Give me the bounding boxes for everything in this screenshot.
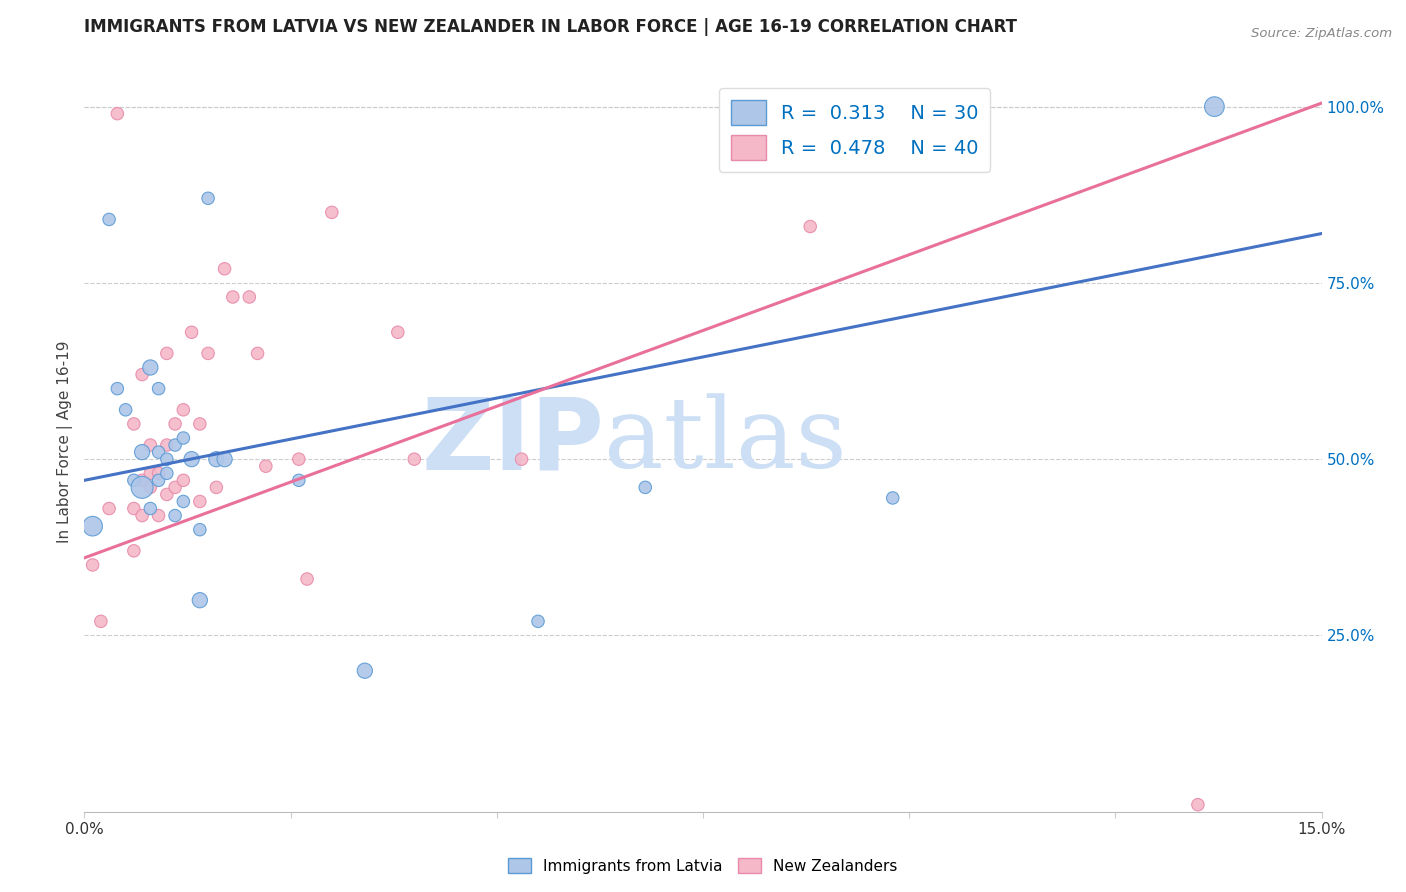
Point bbox=[205, 452, 228, 467]
Y-axis label: In Labor Force | Age 16-19: In Labor Force | Age 16-19 bbox=[58, 340, 73, 543]
Point bbox=[114, 402, 136, 417]
Point bbox=[1187, 797, 1209, 812]
Legend: Immigrants from Latvia, New Zealanders: Immigrants from Latvia, New Zealanders bbox=[502, 852, 904, 880]
Text: Source: ZipAtlas.com: Source: ZipAtlas.com bbox=[1251, 27, 1392, 40]
Point bbox=[180, 452, 202, 467]
Point bbox=[165, 508, 187, 523]
Point bbox=[165, 417, 187, 431]
Point bbox=[246, 346, 269, 360]
Point bbox=[165, 438, 187, 452]
Point bbox=[188, 593, 211, 607]
Point bbox=[105, 382, 128, 396]
Point bbox=[295, 572, 318, 586]
Text: IMMIGRANTS FROM LATVIA VS NEW ZEALANDER IN LABOR FORCE | AGE 16-19 CORRELATION C: IMMIGRANTS FROM LATVIA VS NEW ZEALANDER … bbox=[84, 18, 1018, 36]
Point bbox=[122, 473, 145, 487]
Point bbox=[205, 480, 228, 494]
Point bbox=[122, 544, 145, 558]
Point bbox=[90, 615, 112, 629]
Point bbox=[148, 445, 170, 459]
Point bbox=[148, 467, 170, 481]
Point bbox=[172, 431, 194, 445]
Point bbox=[131, 480, 153, 494]
Point bbox=[288, 473, 311, 487]
Point bbox=[188, 494, 211, 508]
Point bbox=[238, 290, 260, 304]
Point bbox=[172, 402, 194, 417]
Point bbox=[172, 473, 194, 487]
Point bbox=[634, 480, 657, 494]
Point bbox=[156, 346, 179, 360]
Point bbox=[882, 491, 904, 505]
Point bbox=[148, 508, 170, 523]
Point bbox=[254, 459, 277, 474]
Point bbox=[139, 438, 162, 452]
Point bbox=[156, 438, 179, 452]
Legend: R =  0.313    N = 30, R =  0.478    N = 40: R = 0.313 N = 30, R = 0.478 N = 40 bbox=[718, 88, 990, 171]
Point bbox=[180, 325, 202, 339]
Point bbox=[214, 261, 236, 276]
Point bbox=[131, 473, 153, 487]
Text: ZIP: ZIP bbox=[422, 393, 605, 490]
Point bbox=[131, 445, 153, 459]
Point bbox=[214, 452, 236, 467]
Point bbox=[510, 452, 533, 467]
Point bbox=[156, 487, 179, 501]
Point bbox=[98, 501, 121, 516]
Point bbox=[527, 615, 550, 629]
Point bbox=[105, 106, 128, 120]
Point bbox=[156, 452, 179, 467]
Point bbox=[387, 325, 409, 339]
Point bbox=[156, 467, 179, 481]
Point bbox=[288, 452, 311, 467]
Text: atlas: atlas bbox=[605, 393, 846, 490]
Point bbox=[139, 480, 162, 494]
Point bbox=[404, 452, 426, 467]
Point bbox=[197, 346, 219, 360]
Point bbox=[139, 360, 162, 375]
Point bbox=[188, 417, 211, 431]
Point bbox=[131, 508, 153, 523]
Point bbox=[222, 290, 245, 304]
Point bbox=[139, 501, 162, 516]
Point bbox=[122, 417, 145, 431]
Point bbox=[165, 480, 187, 494]
Point bbox=[82, 558, 104, 572]
Point bbox=[188, 523, 211, 537]
Point bbox=[1204, 100, 1226, 114]
Point bbox=[122, 501, 145, 516]
Point bbox=[321, 205, 343, 219]
Point bbox=[139, 467, 162, 481]
Point bbox=[172, 494, 194, 508]
Point bbox=[353, 664, 375, 678]
Point bbox=[131, 368, 153, 382]
Point bbox=[148, 473, 170, 487]
Point bbox=[197, 191, 219, 205]
Point bbox=[82, 519, 104, 533]
Point bbox=[148, 382, 170, 396]
Point bbox=[799, 219, 821, 234]
Point bbox=[98, 212, 121, 227]
